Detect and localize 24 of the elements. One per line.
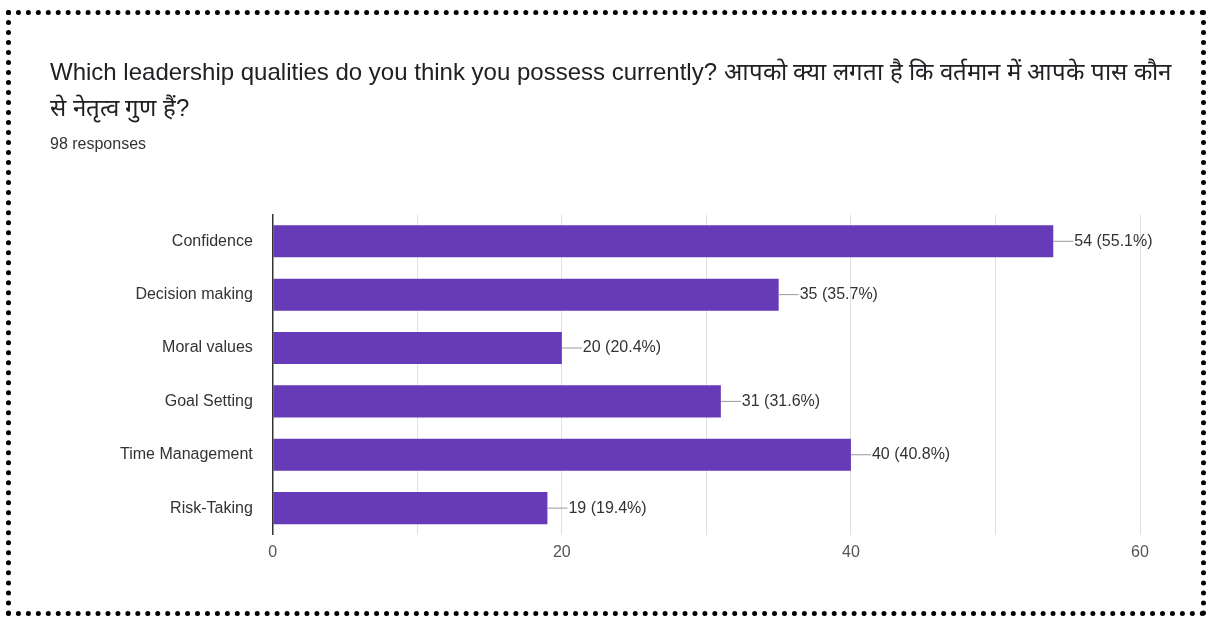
x-tick-label: 20 [552,542,571,560]
y-tick-label: Confidence [171,231,253,249]
bar [273,385,721,418]
x-tick-label: 40 [842,542,860,560]
y-tick-label: Goal Setting [164,391,253,409]
bar [273,278,779,311]
x-tick-label: 0 [268,542,278,560]
x-tick-label: 60 [1131,542,1149,560]
data-label: 19 (19.4%) [568,498,647,516]
data-label: 54 (55.1%) [1074,231,1153,249]
bar [273,438,851,471]
chart-title: Which leadership qualities do you think you possess currently? आपको क्या लगता है कि वर्तमान में आपके पास कौन से नेतृत्व गुण हैं? [50,57,1173,125]
bar [273,332,562,365]
data-label: 31 (31.6%) [741,391,821,409]
data-label: 20 (20.4%) [582,338,662,356]
y-tick-label: Moral values [162,338,253,356]
text: 98 responses [50,135,147,153]
bar [273,492,548,525]
data-label: 35 (35.7%) [799,285,878,303]
y-tick-label: Risk-Taking [170,498,253,516]
y-tick-label: Time Management [120,445,254,463]
data-label: 40 (40.8%) [871,445,951,463]
y-tick-label: Decision making [135,285,253,303]
bar [273,225,1054,258]
